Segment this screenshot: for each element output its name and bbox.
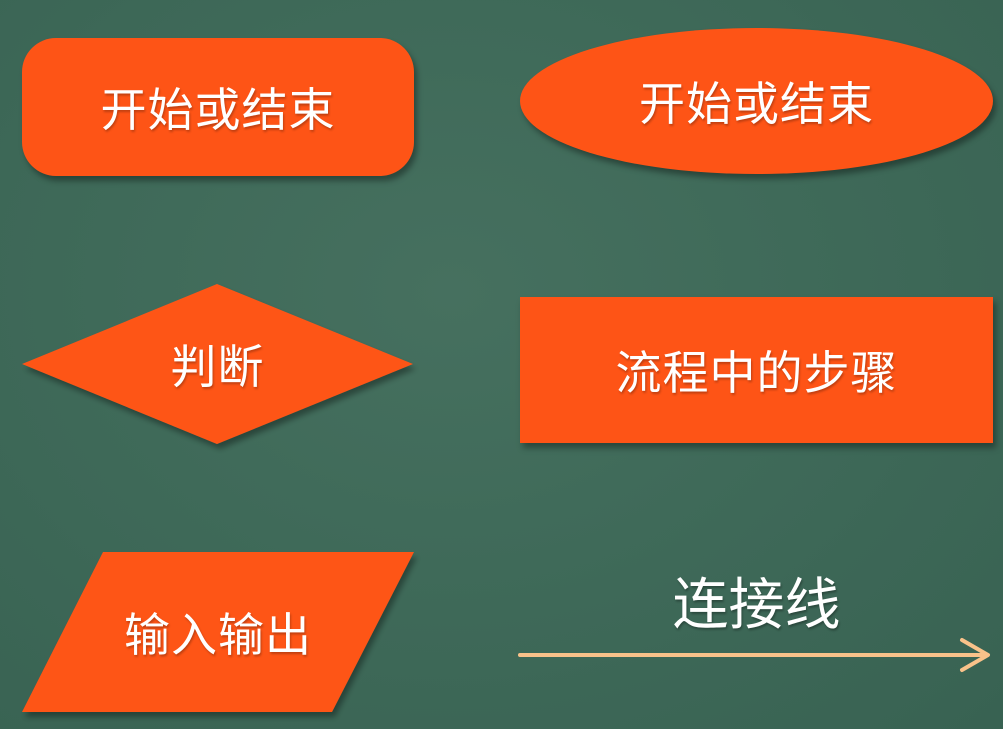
io-label: 输入输出: [124, 608, 312, 662]
connector-label: 连接线: [672, 573, 841, 638]
terminal-rounded-rect: 开始或结束: [22, 38, 414, 176]
connector-arrowhead-icon: [960, 638, 990, 672]
decision-label-box: 判断: [22, 284, 413, 444]
process-label: 流程中的步骤: [615, 346, 898, 400]
decision-label: 判断: [170, 340, 265, 394]
terminal-rounded-label: 开始或结束: [100, 83, 336, 137]
terminal-ellipse: 开始或结束: [520, 28, 993, 174]
process-rect: 流程中的步骤: [520, 297, 993, 443]
terminal-ellipse-label: 开始或结束: [639, 77, 874, 131]
io-label-box: 输入输出: [22, 552, 414, 712]
